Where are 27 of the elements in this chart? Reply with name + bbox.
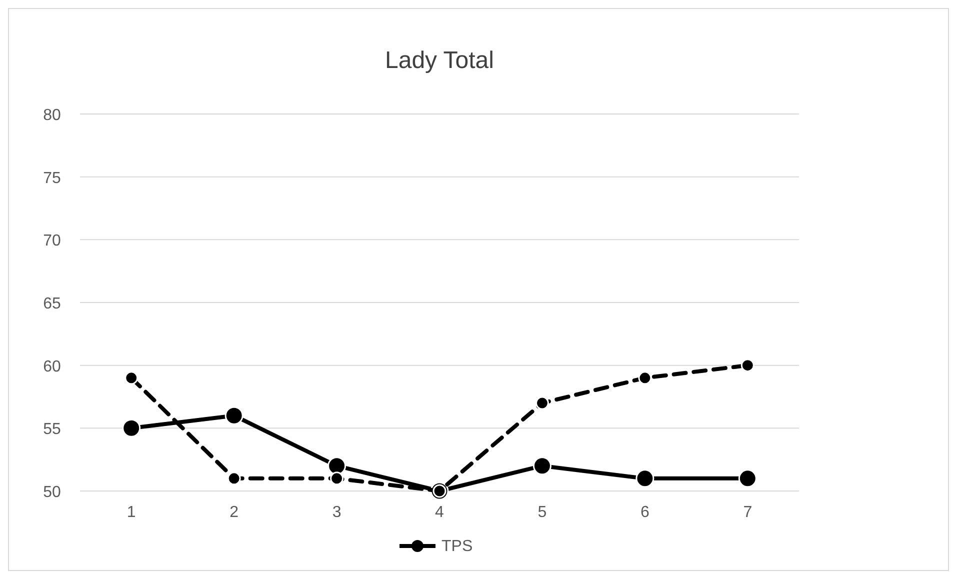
point <box>224 406 244 425</box>
x-tick-label: 2 <box>230 504 239 521</box>
point <box>122 418 141 438</box>
point <box>124 371 138 385</box>
y-tick-label: 70 <box>43 232 61 250</box>
point <box>532 456 552 476</box>
x-tick-label: 6 <box>640 504 650 521</box>
x-tick-label: 4 <box>435 504 444 521</box>
x-tick-label: 7 <box>743 504 752 521</box>
point <box>636 469 654 488</box>
y-tick-label: 55 <box>43 421 61 438</box>
legend-label: TPS <box>442 538 473 555</box>
point <box>330 472 344 486</box>
y-tick-label: 80 <box>43 107 61 124</box>
y-tick-label: 60 <box>43 358 61 376</box>
y-tick-label: 75 <box>43 170 61 187</box>
chart-title: Lady Total <box>385 47 494 74</box>
point <box>740 358 754 372</box>
x-tick-label: 1 <box>126 504 136 521</box>
point <box>638 371 652 385</box>
point <box>535 396 549 410</box>
point <box>738 469 757 488</box>
y-tick-label: 50 <box>43 484 61 501</box>
x-tick-label: 5 <box>538 504 547 521</box>
y-tick-label: 65 <box>43 296 61 312</box>
point <box>227 472 241 486</box>
x-tick-label: 3 <box>332 504 342 521</box>
